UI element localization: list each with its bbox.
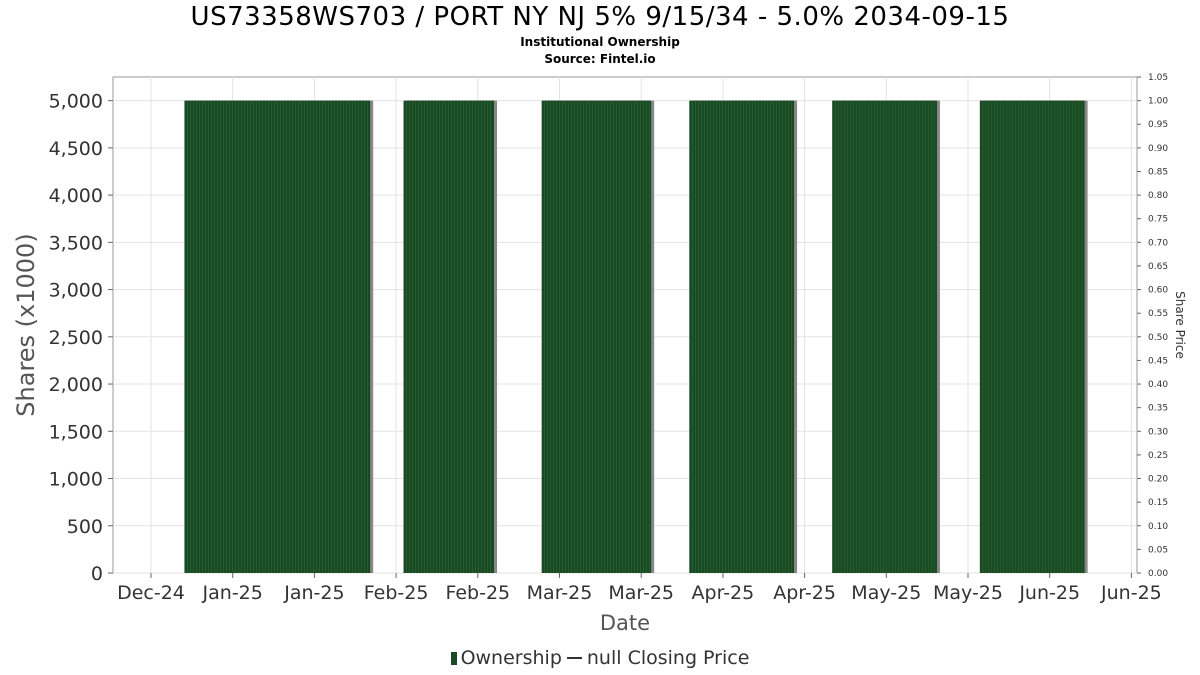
y-axis-label: Shares (x1000) [12,233,40,416]
x-tick-label: Feb-25 [364,582,429,604]
y-tick-label: 4,500 [49,138,103,160]
y2-axis-label: Share Price [1173,291,1187,359]
y2-tick-label: 0.30 [1148,427,1168,437]
y2-tick-label: 0.40 [1148,380,1168,390]
legend-ownership-swatch [450,652,457,665]
axes: Dec-24 Jan-25 Jan-25 Feb-25 Feb-25 Mar-25 Mar-… [49,73,1169,604]
y-tick-label: 4,000 [49,185,103,207]
x-tick-label: Dec-24 [117,582,185,604]
x-tick-label: May-25 [851,582,921,604]
x-tick-label: Feb-25 [445,582,510,604]
ownership-bar-2 [403,100,498,573]
ownership-bar [979,100,1085,573]
x-tick-label: Jun-25 [1100,582,1162,604]
y2-tick-label: 0.35 [1148,404,1168,414]
y-tick-label: 2,500 [49,327,103,349]
y2-tick-label: 0.70 [1148,238,1168,248]
y-tick-label: 500 [67,516,103,538]
y2-tick-label: 0.55 [1148,309,1168,319]
y-tick-label: 1,500 [49,421,103,443]
y2-tick-label: 0.85 [1148,167,1168,177]
y2-tick-label: 0.50 [1148,333,1168,343]
y2-tick-label: 1.00 [1148,97,1168,107]
ownership-bar-1 [184,100,374,573]
ownership-bar [689,100,795,573]
y2-tick-label: 0.90 [1148,144,1168,154]
y2-tick-label: 0.95 [1148,120,1168,130]
ownership-bar-4 [689,100,798,573]
x-tick-label: Apr-25 [773,582,836,604]
y2-tick-label: 0.65 [1148,262,1168,272]
y2-tick-label: 0.60 [1148,286,1168,296]
x-tick-label: Jan-25 [202,582,263,604]
ownership-bar [832,100,937,573]
chart-title: US73358WS703 / PORT NY NJ 5% 9/15/34 - 5… [190,2,1010,32]
y2-tick-label: 0.75 [1148,215,1168,225]
x-axis-label: Date [600,611,650,635]
y2-tick-label: 0.05 [1148,545,1168,555]
x-tick-label: Mar-25 [527,582,593,604]
y-tick-label: 3,500 [49,232,103,254]
x-tick-label: Jun-25 [1018,582,1080,604]
y-tick-label: 1,000 [49,469,103,491]
legend: Ownership null Closing Price [0,647,1200,669]
chart-source: Source: Fintel.io [544,52,656,66]
y2-tick-label: 0.45 [1148,356,1168,366]
ownership-bar-5 [832,100,940,573]
legend-price-line [566,657,582,659]
y2-tick-label: 0.80 [1148,191,1168,201]
legend-price-label: null Closing Price [586,647,750,669]
bars [184,100,1088,573]
x-tick-label: Jan-25 [283,582,344,604]
x-tick-label: Apr-25 [692,582,755,604]
y2-tick-label: 0.10 [1148,522,1168,532]
x-tick-label: Mar-25 [608,582,674,604]
y2-tick-label: 0.15 [1148,498,1168,508]
y2-tick-label: 0.20 [1148,475,1168,485]
ownership-bar-3 [541,100,655,573]
y2-tick-label: 1.05 [1148,73,1168,83]
y-tick-label: 3,000 [49,280,103,302]
chart-subtitle: Institutional Ownership [520,35,680,49]
y2-tick-label: 0.00 [1148,569,1168,579]
y-tick-label: 5,000 [49,91,103,113]
y2-tick-label: 0.25 [1148,451,1168,461]
y-tick-label: 0 [91,563,103,585]
ownership-bar-6 [979,100,1088,573]
x-tick-label: May-25 [933,582,1003,604]
legend-ownership-label: Ownership [460,647,562,669]
y-tick-label: 2,000 [49,374,103,396]
